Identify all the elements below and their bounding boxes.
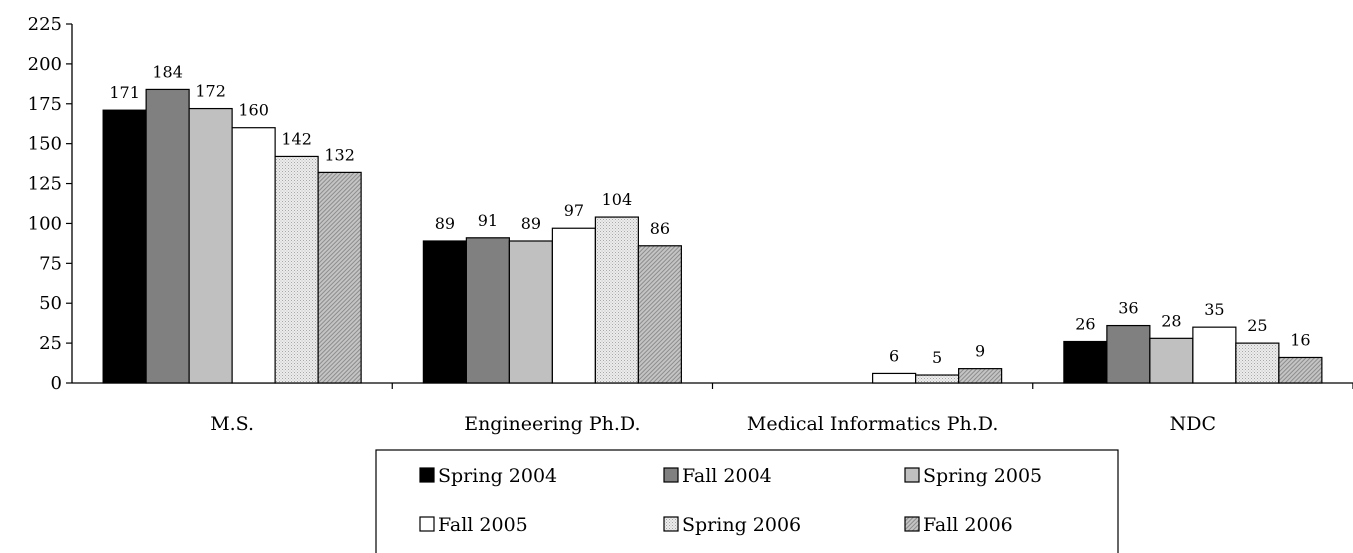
- data-label: 184: [152, 62, 183, 81]
- data-label: 5: [932, 348, 942, 367]
- data-label: 89: [435, 214, 455, 233]
- bar: [1149, 337, 1194, 384]
- category-label: Engineering Ph.D.: [464, 413, 640, 435]
- legend: Spring 2004 Fall 2004 Spring 2005 Fall 2005…: [375, 449, 1119, 553]
- y-tick-label: 125: [28, 174, 62, 195]
- bar: [145, 88, 190, 384]
- data-label: 35: [1204, 300, 1224, 319]
- y-tick-label: 0: [51, 373, 62, 394]
- data-label: 91: [478, 211, 498, 230]
- bar: [915, 374, 960, 384]
- data-label: 172: [195, 82, 226, 101]
- legend-swatch: [419, 467, 435, 483]
- data-label: 26: [1075, 315, 1095, 334]
- legend-swatch: [419, 516, 435, 532]
- bar: [1192, 326, 1237, 384]
- bar: [422, 240, 467, 384]
- y-tick-label: 175: [28, 94, 62, 115]
- data-label: 28: [1161, 311, 1181, 330]
- data-label: 25: [1247, 316, 1267, 335]
- y-tick-label: 200: [28, 54, 62, 75]
- data-label: 36: [1118, 299, 1138, 318]
- y-tick-label: 50: [39, 293, 62, 314]
- legend-label: Fall 2004: [682, 465, 772, 487]
- y-tick-label: 100: [28, 213, 62, 234]
- y-tick-label: 75: [39, 253, 62, 274]
- x-axis: M.S. Engineering Ph.D. Medical Informatics…: [72, 382, 1353, 435]
- legend-swatch: [904, 516, 920, 532]
- data-label: 9: [975, 342, 985, 361]
- bar: [188, 107, 233, 384]
- y-tick-label: 150: [28, 134, 62, 155]
- bar: [1278, 356, 1323, 384]
- legend-swatch: [904, 467, 920, 483]
- bar: [274, 155, 319, 384]
- data-label: 97: [564, 201, 584, 220]
- y-axis: 0 25 50 75 100 125 150 175 200 225: [28, 14, 73, 394]
- data-label: 132: [324, 145, 355, 164]
- bar: [231, 127, 276, 384]
- bars: [102, 88, 1323, 384]
- legend-swatch: [663, 467, 679, 483]
- bar: [1063, 340, 1108, 384]
- data-label: 171: [109, 83, 140, 102]
- legend-box: [375, 449, 1119, 553]
- bar: [1235, 342, 1280, 384]
- bar: [551, 227, 596, 384]
- data-label: 160: [238, 101, 269, 120]
- legend-label: Fall 2006: [923, 514, 1013, 536]
- bar: [317, 171, 362, 384]
- category-label: Medical Informatics Ph.D.: [747, 413, 998, 435]
- bar: [594, 216, 639, 384]
- bar: [508, 240, 553, 384]
- legend-label: Spring 2006: [682, 514, 801, 536]
- bar: [637, 245, 682, 384]
- data-label: 86: [650, 219, 670, 238]
- bar: [102, 109, 147, 384]
- bar: [1106, 324, 1151, 384]
- y-tick-label: 25: [39, 333, 62, 354]
- bar: [465, 237, 510, 384]
- data-label: 142: [281, 129, 312, 148]
- data-label: 89: [521, 214, 541, 233]
- data-label: 104: [602, 190, 633, 209]
- y-tick-label: 225: [28, 14, 62, 35]
- category-label: NDC: [1170, 413, 1216, 435]
- legend-label: Spring 2004: [438, 465, 557, 487]
- data-label: 16: [1290, 330, 1310, 349]
- legend-label: Fall 2005: [438, 514, 528, 536]
- legend-swatch: [663, 516, 679, 532]
- bar: [872, 372, 917, 384]
- legend-label: Spring 2005: [923, 465, 1042, 487]
- data-label: 6: [889, 346, 899, 365]
- data-labels: 171 184 172 160 142 132 89 91 89 97 104 86 6 5 9 26 36 28…: [109, 62, 1310, 367]
- bar: [958, 368, 1003, 384]
- category-label: M.S.: [210, 413, 254, 435]
